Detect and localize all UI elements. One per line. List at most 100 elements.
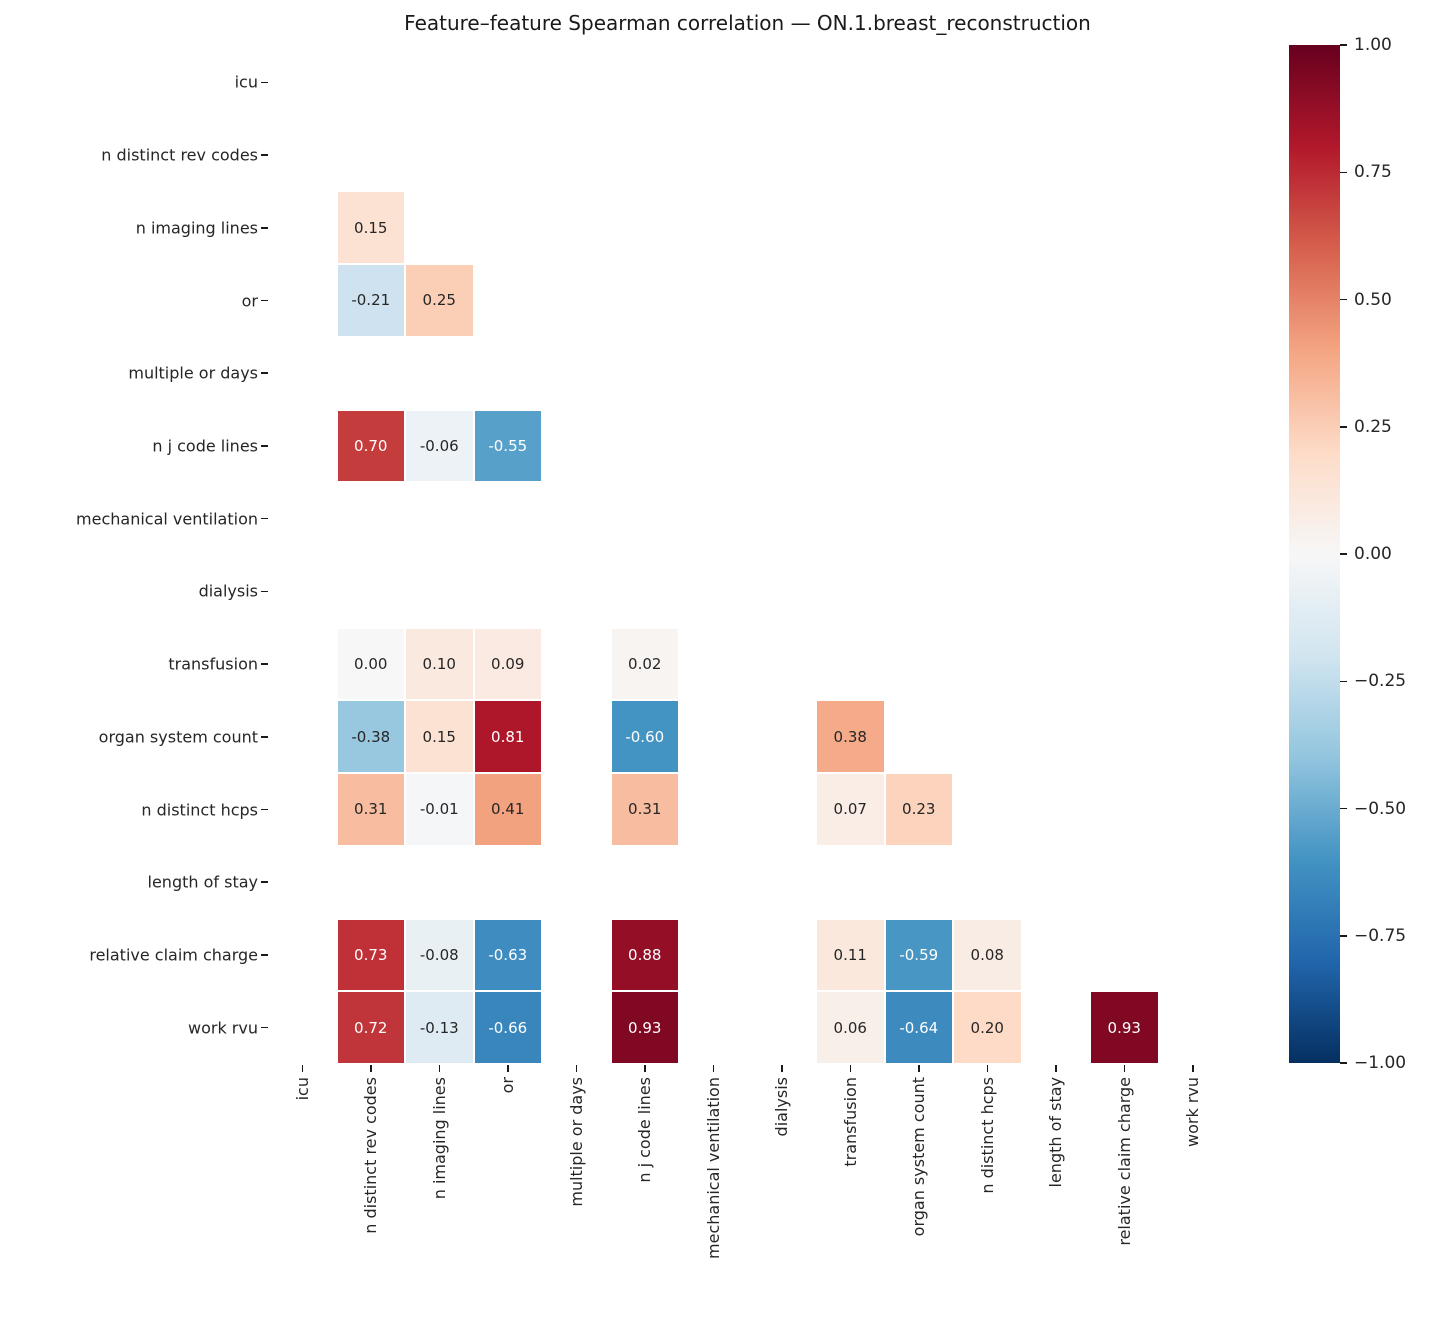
- x-tick-label: relative claim charge: [1114, 1077, 1134, 1246]
- x-tick: [1123, 1065, 1125, 1072]
- x-tick: [1055, 1065, 1057, 1072]
- heatmap-cell: -0.08: [405, 918, 474, 992]
- x-tick: [712, 1065, 714, 1072]
- y-tick: [261, 154, 268, 156]
- colorbar-tick-label: 0.50: [1354, 289, 1392, 310]
- x-tick-label: multiple or days: [566, 1077, 586, 1207]
- colorbar-tick-label: 1.00: [1354, 35, 1392, 55]
- heatmap-cell: -0.01: [405, 773, 474, 846]
- x-tick: [918, 1065, 920, 1072]
- heatmap-cell: 0.41: [473, 773, 542, 846]
- heatmap-cell: 0.10: [405, 627, 474, 701]
- y-tick: [261, 663, 268, 665]
- x-tick: [781, 1065, 783, 1072]
- heatmap-cell: -0.38: [336, 700, 405, 774]
- colorbar-gradient: [1289, 45, 1340, 1063]
- x-tick-label: length of stay: [1046, 1077, 1066, 1188]
- x-tick-label: or: [498, 1077, 518, 1094]
- heatmap-cell: 0.00: [336, 627, 405, 701]
- x-tick: [507, 1065, 509, 1072]
- colorbar-tick: [1340, 298, 1347, 301]
- colorbar-tick: [1340, 553, 1347, 555]
- heatmap-cell: 0.06: [816, 991, 885, 1064]
- heatmap-cell: -0.13: [405, 991, 474, 1064]
- y-tick: [261, 372, 268, 374]
- x-tick: [575, 1065, 577, 1072]
- y-tick: [261, 1026, 268, 1029]
- chart-title: Feature–feature Spearman correlation — O…: [404, 11, 1091, 35]
- y-tick: [261, 81, 268, 84]
- heatmap-cell: 0.02: [610, 627, 679, 701]
- heatmap-cell: -0.55: [473, 409, 542, 483]
- y-tick: [261, 517, 268, 520]
- heatmap-cell: 0.11: [816, 918, 885, 992]
- heatmap-cell: -0.66: [473, 991, 542, 1064]
- heatmap-cell: -0.64: [884, 991, 953, 1064]
- heatmap-cell: 0.93: [610, 991, 679, 1064]
- y-tick: [261, 808, 268, 811]
- heatmap-cell: -0.59: [884, 918, 953, 992]
- y-tick: [261, 736, 268, 738]
- y-tick: [261, 881, 268, 883]
- y-tick-label: n j code lines: [152, 436, 258, 456]
- heatmap-cell: 0.09: [473, 627, 542, 701]
- heatmap-plot-area: 0.15 -0.21 0.25 0.70 -0.06 -0.55 0.00 0.10 0.09 0…: [268, 46, 1227, 1064]
- x-tick-label: icu: [292, 1077, 312, 1101]
- heatmap-cell: -0.06: [405, 409, 474, 483]
- heatmap-cell: 0.20: [953, 991, 1022, 1064]
- x-tick-label: organ system count: [909, 1077, 929, 1237]
- colorbar-tick-label: 0.25: [1354, 416, 1392, 437]
- colorbar-tick-label: 0.00: [1354, 544, 1392, 564]
- colorbar-tick-label: −1.00: [1354, 1053, 1407, 1073]
- x-tick: [301, 1065, 303, 1072]
- y-tick: [261, 445, 268, 447]
- x-tick-label: n distinct rev codes: [361, 1077, 381, 1234]
- heatmap-cell: 0.31: [336, 773, 405, 846]
- heatmap-cell: 0.93: [1090, 991, 1159, 1064]
- x-tick-label: n imaging lines: [429, 1077, 449, 1200]
- heatmap-cell: 0.15: [405, 700, 474, 774]
- x-tick-label: n j code lines: [635, 1077, 655, 1183]
- y-tick-label: organ system count: [98, 727, 258, 747]
- x-tick-label: n distinct hcps: [977, 1077, 997, 1194]
- colorbar-tick-label: −0.75: [1354, 925, 1407, 946]
- heatmap-cell: 0.70: [336, 409, 405, 483]
- heatmap-cell: 0.08: [953, 918, 1022, 992]
- x-tick-label: work rvu: [1183, 1077, 1203, 1147]
- x-tick: [986, 1065, 988, 1072]
- y-tick: [261, 954, 268, 956]
- colorbar-tick: [1340, 44, 1347, 46]
- x-tick: [849, 1065, 851, 1072]
- heatmap-cell: 0.38: [816, 700, 885, 774]
- y-tick-label: n distinct hcps: [141, 800, 258, 819]
- colorbar-tick: [1340, 935, 1347, 937]
- heatmap-cell: -0.63: [473, 918, 542, 992]
- colorbar-tick: [1340, 807, 1347, 810]
- y-tick-label: icu: [234, 72, 258, 92]
- x-tick-label: mechanical ventilation: [703, 1077, 723, 1259]
- colorbar-tick: [1340, 1062, 1347, 1064]
- y-tick-label: relative claim charge: [89, 945, 258, 965]
- y-tick: [261, 590, 268, 593]
- y-tick-label: n imaging lines: [135, 218, 258, 238]
- y-tick: [261, 227, 268, 229]
- y-tick-label: length of stay: [147, 872, 258, 892]
- y-tick-label: transfusion: [168, 654, 258, 674]
- y-tick-label: n distinct rev codes: [101, 145, 258, 165]
- y-tick-label: dialysis: [198, 581, 258, 601]
- x-tick: [1192, 1065, 1194, 1072]
- heatmap-cell: 0.73: [336, 918, 405, 992]
- heatmap-cell: 0.15: [336, 191, 405, 265]
- y-tick-label: multiple or days: [128, 363, 258, 383]
- heatmap-cell: 0.25: [405, 264, 474, 337]
- heatmap-cell: 0.72: [336, 991, 405, 1064]
- x-tick: [370, 1065, 372, 1072]
- y-tick-label: work rvu: [188, 1018, 258, 1038]
- colorbar-tick: [1340, 171, 1347, 173]
- colorbar-tick-label: −0.50: [1354, 798, 1407, 819]
- x-tick: [644, 1065, 646, 1072]
- heatmap-cell: 0.31: [610, 773, 679, 846]
- colorbar-tick-label: 0.75: [1354, 162, 1392, 183]
- colorbar-tick: [1340, 426, 1347, 428]
